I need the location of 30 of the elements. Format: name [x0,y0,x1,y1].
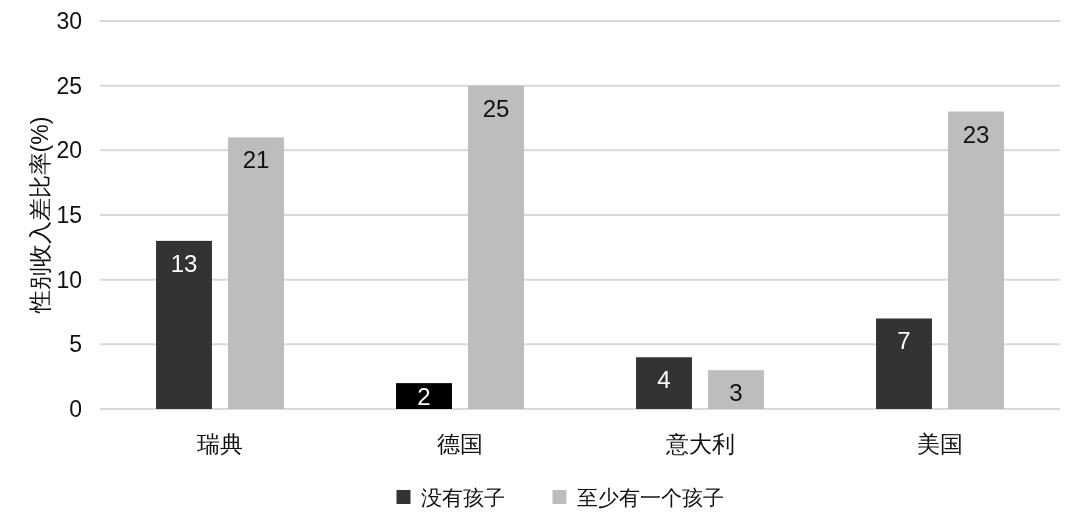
bar [228,137,284,409]
legend-label: 没有孩子 [420,485,505,509]
y-tick-label: 20 [56,137,82,164]
bar [636,357,692,409]
data-label: 25 [482,94,510,122]
bar [876,318,932,409]
data-label: 23 [962,120,990,148]
bar [948,111,1004,409]
bar [468,85,524,409]
data-label: 21 [242,146,270,174]
bar [396,383,452,409]
y-tick-label: 30 [56,8,82,34]
x-tick-label: 美国 [917,431,963,457]
bar [708,370,764,409]
data-label: 4 [657,366,671,394]
bar [156,240,212,409]
data-label: 13 [170,249,198,277]
y-axis-title: 性别收入差比率(%) [27,116,53,315]
legend-label: 至少有一个孩子 [576,485,724,509]
x-tick-label: 德国 [437,431,483,457]
data-label: 3 [729,379,743,407]
data-label: 7 [897,327,911,355]
x-tick-label: 意大利 [664,431,735,457]
y-tick-label: 0 [69,396,82,422]
x-tick-label: 瑞典 [197,431,243,457]
y-tick-label: 5 [69,331,82,358]
data-label: 2 [417,383,431,410]
y-tick-label: 10 [56,266,82,293]
y-tick-label: 25 [56,72,82,99]
y-tick-label: 15 [56,202,82,228]
